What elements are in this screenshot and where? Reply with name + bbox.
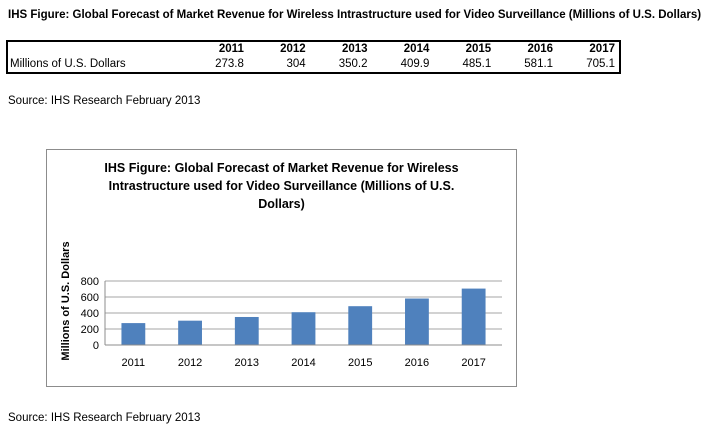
table-cell: 409.9 <box>400 58 430 70</box>
x-tick-label: 2015 <box>348 357 372 369</box>
y-axis-title: Millions of U.S. Dollars <box>60 241 72 360</box>
x-tick-label: 2017 <box>461 357 485 369</box>
bar <box>405 298 429 345</box>
x-tick-label: 2011 <box>122 357 146 369</box>
y-tick-label: 600 <box>81 292 99 304</box>
table-header-year: 2017 <box>589 43 615 55</box>
table-header-year: 2012 <box>280 43 306 55</box>
x-tick-label: 2014 <box>291 357 315 369</box>
table-cell: 304 <box>286 58 306 70</box>
chart-frame: IHS Figure: Global Forecast of Market Re… <box>46 149 517 387</box>
table-header-year: 2013 <box>341 43 368 55</box>
source-note-bottom: Source: IHS Research February 2013 <box>8 412 201 424</box>
bar <box>348 306 373 345</box>
x-tick-label: 2013 <box>235 357 259 369</box>
y-tick-label: 800 <box>81 276 99 288</box>
table-row-label: Millions of U.S. Dollars <box>10 58 126 70</box>
revenue-table: 2011 2012 2013 2014 2015 2016 2017 Milli… <box>6 40 621 74</box>
table-cell: 705.1 <box>586 58 615 70</box>
y-tick-label: 400 <box>81 308 99 320</box>
chart-title-line: Intrastructure used for Video Surveillan… <box>108 179 455 193</box>
table-header-year: 2016 <box>527 43 554 55</box>
bar <box>291 312 316 345</box>
table-header-year: 2015 <box>465 43 492 55</box>
bar <box>234 316 259 345</box>
y-tick-label: 0 <box>93 340 99 352</box>
bar <box>178 320 202 345</box>
y-tick-label: 200 <box>81 324 99 336</box>
table-cell: 581.1 <box>524 58 554 70</box>
table-cell: 273.8 <box>215 58 244 70</box>
chart-title: IHS Figure: Global Forecast of Market Re… <box>47 159 516 213</box>
bar <box>121 323 146 345</box>
table-cell: 485.1 <box>462 58 492 70</box>
x-tick-label: 2016 <box>405 357 429 369</box>
chart-title-line: Dollars) <box>258 197 305 211</box>
page-title: IHS Figure: Global Forecast of Market Re… <box>8 9 702 21</box>
bar-chart: 0 200 400 600 800 2011 2012 2013 2014 2015 2016 201… <box>60 241 502 369</box>
table-header-row: 2011 2012 2013 2014 2015 2016 2017 <box>8 42 619 57</box>
chart-title-line: IHS Figure: Global Forecast of Market Re… <box>104 161 459 175</box>
table-header-year: 2011 <box>218 43 244 55</box>
table-row: Millions of U.S. Dollars 273.8 304 350.2… <box>8 57 619 72</box>
source-note-top: Source: IHS Research February 2013 <box>8 95 201 107</box>
table-header-year: 2014 <box>403 43 430 55</box>
bar <box>461 288 486 345</box>
table-cell: 350.2 <box>338 58 368 70</box>
x-tick-label: 2012 <box>178 357 202 369</box>
table-header-empty <box>8 42 186 57</box>
